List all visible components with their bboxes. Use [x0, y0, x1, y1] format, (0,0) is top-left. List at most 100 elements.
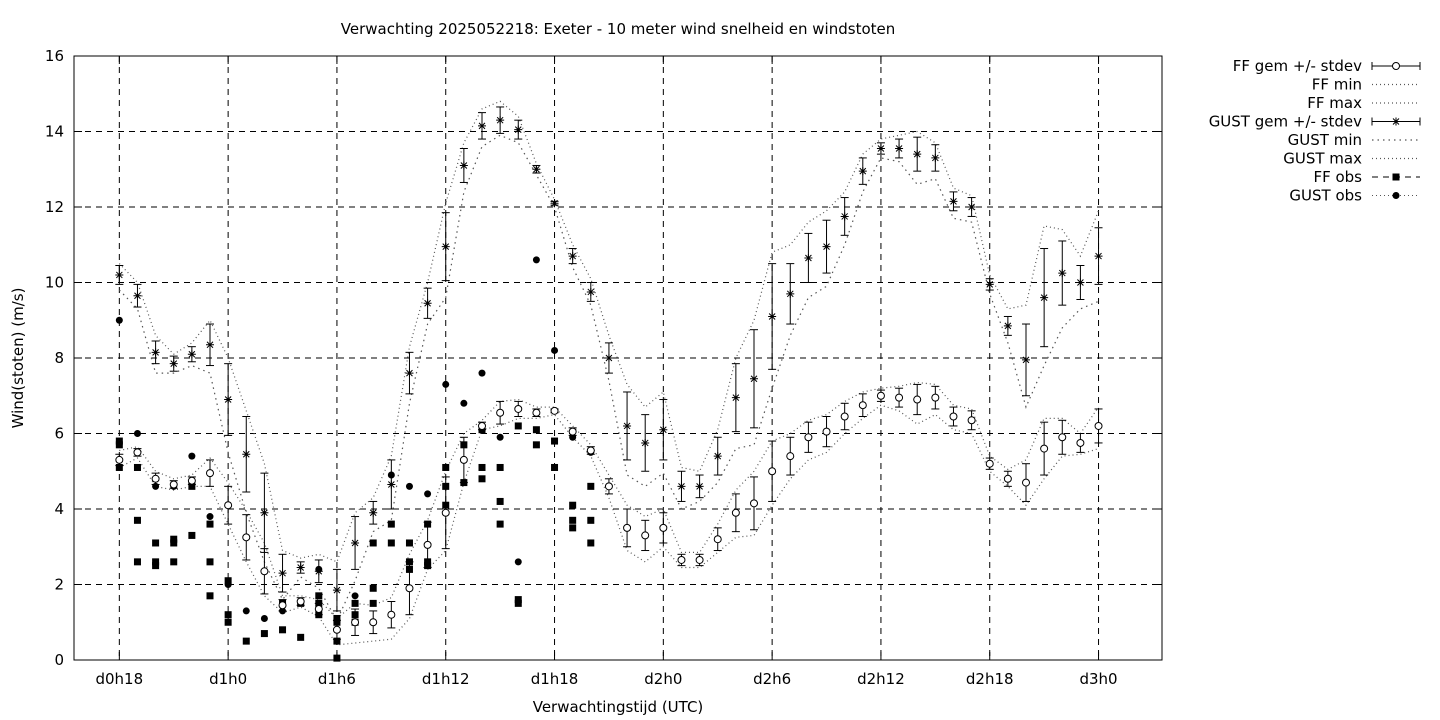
- legend-label: GUST max: [1283, 150, 1362, 168]
- ff-obs-point: [442, 501, 450, 509]
- legend-entry-ff_min: FF min: [1312, 76, 1420, 94]
- gust-obs-point: [152, 482, 160, 490]
- y-tick-label: 16: [45, 47, 64, 65]
- ff-obs-point: [460, 441, 468, 449]
- ff-obs-point: [514, 599, 522, 607]
- gust-mean-point: [314, 567, 323, 576]
- ff-mean-point: [604, 482, 613, 491]
- ff-obs-point: [532, 441, 540, 449]
- legend-entry-gust_obs: GUST obs: [1289, 187, 1420, 205]
- gust-obs-point: [478, 369, 486, 377]
- ff-obs-point: [170, 558, 178, 566]
- gust-mean-point: [441, 242, 450, 251]
- x-tick-label: d2h0: [644, 670, 682, 688]
- ff-obs-point: [369, 584, 377, 592]
- ff-obs-point: [133, 463, 141, 471]
- gust-mean-point: [804, 253, 813, 262]
- ff-mean-point: [949, 412, 958, 421]
- ff-obs-point: [460, 479, 468, 487]
- gust-max-line: [118, 100, 1100, 563]
- ff-obs-point: [152, 562, 160, 570]
- x-tick-label: d1h12: [422, 670, 470, 688]
- gust-mean-point: [604, 354, 613, 362]
- ff-mean-point: [532, 408, 541, 417]
- ff-mean-point: [151, 474, 160, 483]
- ff-obs-point: [551, 437, 559, 445]
- gust-mean-point: [895, 144, 904, 153]
- ff-mean-point: [351, 618, 360, 627]
- ff-obs-point: [133, 516, 141, 524]
- legend-entry-gust_mean: GUST gem +/- stdev: [1209, 113, 1421, 131]
- grid-lines: [74, 56, 1162, 660]
- ff-mean-point: [514, 404, 523, 413]
- gust-obs-point: [242, 607, 250, 615]
- gust-obs-point: [551, 346, 559, 354]
- ff-obs-point: [224, 577, 232, 585]
- ff-mean-point: [296, 597, 305, 606]
- gust-mean-point: [224, 395, 233, 404]
- ff-mean-point: [405, 584, 414, 593]
- gust-mean-point: [568, 252, 577, 261]
- legend-sample-marker: [1392, 192, 1400, 199]
- gust-mean-point: [876, 144, 885, 153]
- y-tick-label: 10: [45, 274, 64, 292]
- ff-mean-point: [750, 499, 758, 508]
- gust-mean-point: [913, 150, 922, 159]
- gust-obs-point: [206, 513, 214, 521]
- ff-obs-point: [206, 558, 214, 566]
- ff-mean-point: [568, 427, 577, 436]
- gust-mean-point: [677, 482, 686, 491]
- ff-obs-point: [170, 535, 178, 543]
- gust-mean-point: [768, 312, 777, 321]
- ff-obs-point: [442, 482, 450, 490]
- gust-obs-point: [496, 433, 504, 441]
- ff-obs-point: [587, 482, 595, 490]
- ff-obs-point: [369, 599, 377, 607]
- gust-mean-point: [985, 280, 994, 289]
- ff-obs-point: [405, 565, 413, 573]
- ff-mean-point: [459, 455, 468, 464]
- ff-obs-point: [315, 599, 323, 607]
- x-tick-label: d1h18: [531, 670, 579, 688]
- ff-obs-point: [115, 463, 123, 471]
- gust-mean-point: [1003, 321, 1012, 330]
- ff-obs-point: [569, 524, 577, 532]
- gust-mean-point: [405, 369, 414, 378]
- y-tick-label: 12: [45, 198, 64, 216]
- plot-frame: [73, 55, 1163, 661]
- y-tick-label: 4: [54, 500, 64, 518]
- ff-mean-point: [1022, 478, 1030, 487]
- gust-obs-point: [115, 316, 123, 324]
- ff-mean-point: [1094, 421, 1103, 430]
- ff-obs-point: [115, 441, 123, 449]
- ff-obs-point: [188, 482, 196, 490]
- gust-mean-point: [586, 287, 595, 296]
- ff-mean-point: [913, 395, 922, 404]
- gust-mean-point: [187, 350, 196, 359]
- ff-obs-point: [569, 501, 577, 509]
- ff-obs-point: [387, 520, 395, 528]
- ff-mean-point: [1058, 433, 1067, 442]
- ff-obs-point: [351, 611, 359, 619]
- ff-obs-point: [424, 562, 432, 570]
- gust-mean-point: [115, 270, 124, 279]
- gust-mean-point: [169, 359, 178, 368]
- gust-obs-point: [351, 592, 359, 600]
- gust-mean-point: [260, 508, 269, 517]
- gust-mean-point: [713, 452, 722, 461]
- gust-obs-point: [188, 452, 196, 460]
- ff-obs-point: [206, 520, 214, 528]
- y-tick-label: 14: [45, 123, 64, 141]
- ff-mean-point: [423, 540, 432, 549]
- ff-obs-point: [315, 592, 323, 600]
- ff-mean-point: [115, 455, 124, 464]
- gust-mean-point: [750, 374, 758, 383]
- ff-obs-point: [551, 463, 559, 471]
- ff-mean-point: [768, 467, 777, 476]
- ff-obs-point: [569, 516, 577, 524]
- x-axis-label: Verwachtingstijd (UTC): [533, 698, 704, 716]
- gust-obs-point: [569, 433, 577, 441]
- ff-mean-point: [169, 480, 178, 489]
- gust-mean-point: [532, 165, 541, 174]
- gust-obs-point: [442, 380, 450, 388]
